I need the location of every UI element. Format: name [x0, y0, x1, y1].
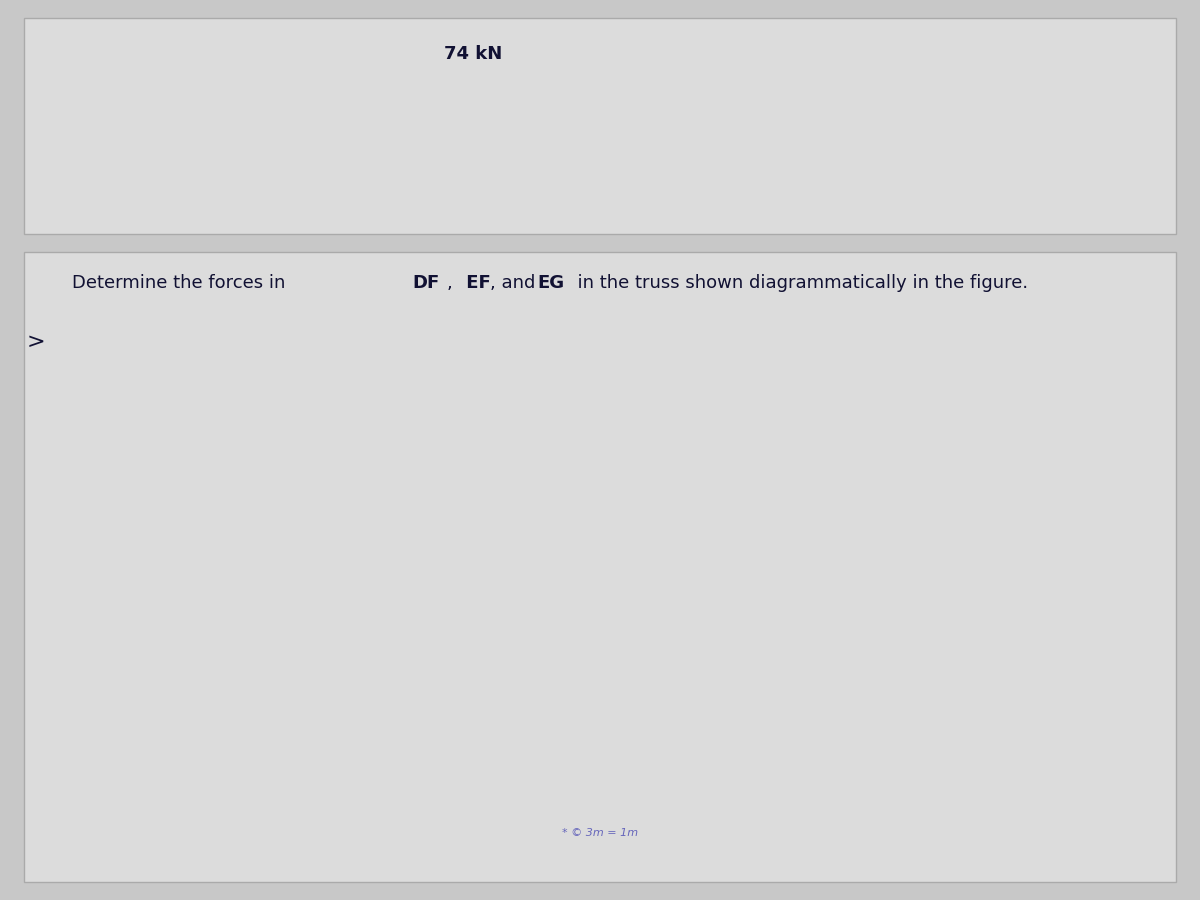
Circle shape — [186, 693, 200, 712]
Text: H: H — [752, 478, 763, 493]
Text: ,: , — [446, 274, 452, 292]
Text: 74 kN: 74 kN — [444, 45, 503, 63]
Text: 2m: 2m — [115, 592, 128, 614]
Text: F: F — [616, 478, 624, 493]
Text: K: K — [899, 723, 908, 738]
Text: DF: DF — [413, 274, 439, 292]
Text: I: I — [760, 723, 763, 738]
Text: >: > — [26, 332, 46, 352]
Text: B: B — [314, 478, 324, 493]
Text: * © 3m = 1m: * © 3m = 1m — [562, 827, 638, 838]
Text: in the truss shown diagrammatically in the figure.: in the truss shown diagrammatically in t… — [566, 274, 1028, 292]
Text: C: C — [330, 723, 341, 738]
Text: G: G — [613, 723, 625, 738]
Text: J: J — [901, 478, 906, 493]
Text: A: A — [173, 677, 182, 692]
Text: 40 kN: 40 kN — [456, 346, 499, 362]
Text: E: E — [473, 723, 482, 738]
Text: EG: EG — [538, 274, 565, 292]
Text: L: L — [1056, 695, 1063, 710]
Text: , and: , and — [490, 274, 541, 292]
Text: 40 kN: 40 kN — [882, 346, 925, 362]
Text: Determine the forces in: Determine the forces in — [72, 274, 292, 292]
Text: 40 kN: 40 kN — [740, 346, 782, 362]
Text: EF: EF — [460, 274, 491, 292]
Text: D: D — [468, 478, 479, 493]
